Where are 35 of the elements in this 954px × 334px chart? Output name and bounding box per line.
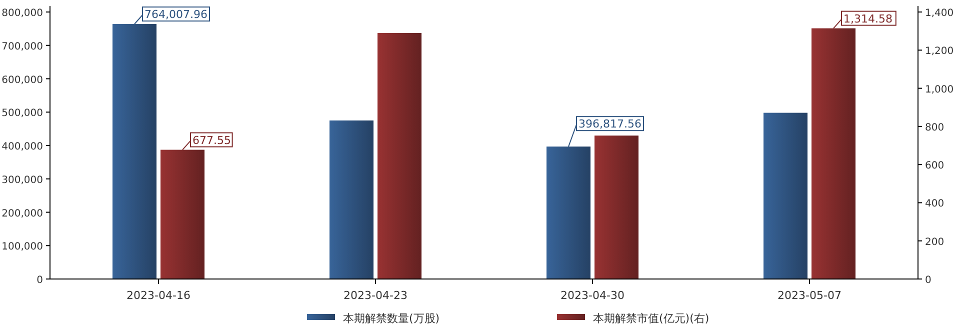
y-tick-label: 200,000 (2, 208, 43, 220)
bar (812, 28, 856, 279)
data-label: 396,817.56 (578, 118, 642, 131)
y-tick-label: 800,000 (2, 8, 43, 19)
x-tick-label: 2023-04-30 (560, 289, 624, 302)
data-label: 1,314.58 (844, 12, 892, 26)
y-tick-label: 300,000 (2, 174, 43, 186)
legend-label: 本期解禁市值(亿元)(右) (593, 312, 710, 325)
y2-tick-label: 0 (925, 275, 932, 286)
x-tick-label: 2023-05-07 (778, 289, 842, 302)
y2-tick-label: 1,200 (925, 46, 954, 58)
y-tick-label: 400,000 (2, 142, 43, 152)
y2-tick-label: 1,000 (925, 84, 954, 96)
bar (764, 112, 808, 279)
y2-tick-label: 400 (925, 198, 944, 210)
y2-tick-label: 600 (925, 160, 944, 172)
bar (330, 120, 374, 279)
x-tick-label: 2023-04-16 (126, 289, 190, 302)
data-label: 764,007.96 (144, 8, 208, 22)
y2-tick-label: 800 (925, 122, 944, 134)
y2-tick-label: 200 (925, 236, 944, 248)
y-tick-label: 0 (36, 275, 43, 286)
bar (160, 150, 204, 279)
legend-label: 本期解禁数量(万股) (343, 312, 440, 325)
data-label: 677.55 (192, 134, 231, 147)
y-tick-label: 700,000 (2, 41, 43, 52)
y-tick-label: 100,000 (2, 242, 43, 253)
x-tick-label: 2023-04-23 (344, 289, 408, 302)
bar (546, 146, 590, 279)
bar (112, 24, 156, 279)
y-tick-label: 600,000 (2, 74, 43, 86)
bar (594, 136, 638, 279)
y2-tick-label: 1,400 (925, 8, 954, 19)
y-tick-label: 500,000 (2, 108, 43, 120)
bar (378, 32, 422, 279)
